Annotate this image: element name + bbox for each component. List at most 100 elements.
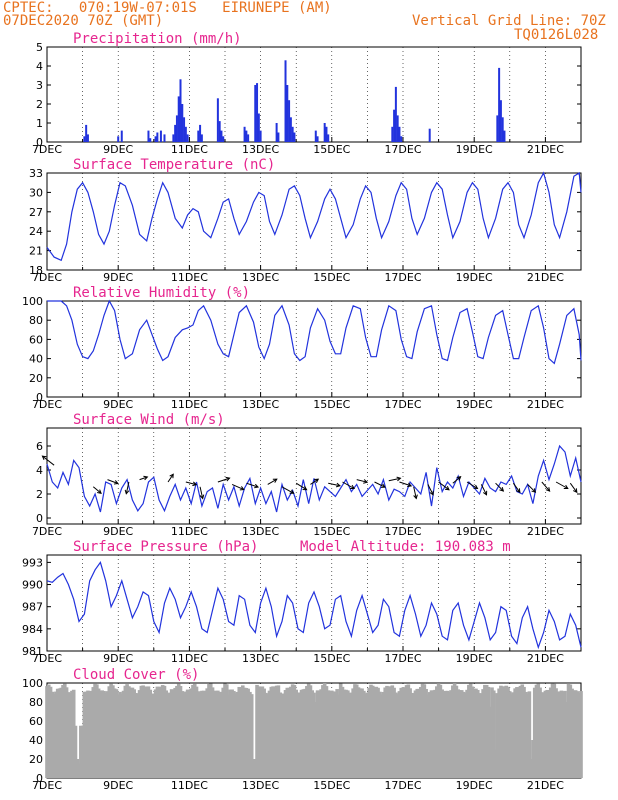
precip-bar	[181, 104, 184, 142]
precip-bar	[256, 83, 259, 142]
x-tick-label: 17DEC	[384, 398, 421, 411]
precip-bar	[291, 126, 294, 142]
x-tick-label: 15DEC	[313, 271, 350, 284]
y-tick-label: 100	[22, 295, 43, 308]
precip-bar	[254, 85, 257, 142]
wind-arrow-head	[113, 480, 119, 485]
y-tick-label: 80	[29, 696, 43, 709]
x-tick-label: 9DEC	[103, 525, 133, 538]
x-tick-label: 7DEC	[32, 143, 62, 156]
y-tick-label: 30	[29, 186, 43, 199]
precip-bar	[245, 130, 248, 142]
precip-bar	[154, 136, 157, 142]
y-tick-label: 2	[36, 98, 43, 111]
precip-bar	[289, 117, 292, 142]
precip-bar	[288, 100, 291, 142]
wind-arrow	[167, 473, 174, 483]
precip-bar	[156, 132, 159, 142]
cloud-bar	[491, 690, 496, 778]
panel-annotation: Model Altitude: 190.083 m	[300, 539, 511, 555]
x-tick-label: 19DEC	[456, 143, 493, 156]
wind-arrow	[541, 481, 551, 492]
precip-bar	[174, 124, 177, 142]
wind-arrow-head	[473, 484, 479, 490]
precip-bar	[286, 85, 289, 142]
x-tick-label: 19DEC	[456, 525, 493, 538]
precip-bar	[83, 136, 86, 142]
precip-bar	[316, 136, 319, 142]
wind-arrow	[555, 481, 569, 489]
x-tick-label: 13DEC	[242, 143, 279, 156]
wind-arrow-head	[429, 490, 434, 496]
y-tick-label: 100	[22, 677, 43, 690]
wind-arrow-head	[289, 489, 295, 494]
wind-arrow-head	[314, 478, 320, 483]
panel-title-precip: Precipitation (mm/h)	[73, 31, 242, 47]
precip-bar	[149, 138, 152, 142]
y-tick-label: 60	[29, 715, 43, 728]
y-tick-label: 4	[36, 464, 43, 477]
wind-arrow-head	[456, 476, 462, 481]
precip-bar	[259, 130, 262, 142]
precip-bar	[393, 109, 396, 142]
x-tick-label: 7DEC	[32, 652, 62, 665]
x-tick-label: 13DEC	[242, 271, 279, 284]
y-tick-label: 987	[22, 601, 43, 614]
x-tick-label: 11DEC	[171, 652, 208, 665]
wind-arrow-head	[545, 487, 551, 492]
series-line-pressure	[46, 561, 582, 650]
precip-bar	[394, 86, 397, 142]
wind-arrow-head	[444, 485, 450, 491]
precip-bar	[220, 130, 223, 142]
wind-arrow	[125, 481, 130, 494]
wind-arrow-head	[335, 482, 341, 488]
x-tick-label: 17DEC	[384, 779, 421, 792]
x-tick-label: 7DEC	[32, 398, 62, 411]
panel-frame-wind	[46, 427, 582, 525]
wind-arrow	[569, 482, 578, 493]
header-grid-note: Vertical Grid Line: 70Z	[412, 13, 606, 29]
wind-arrow-head	[225, 476, 231, 482]
wind-arrow-head	[531, 488, 537, 493]
x-tick-label: 13DEC	[242, 525, 279, 538]
cloud-bar	[249, 694, 254, 778]
series-line-rh	[47, 299, 582, 365]
panel-title-cloud: Cloud Cover (%)	[73, 667, 199, 683]
precip-bar	[179, 79, 182, 142]
wind-arrow	[281, 486, 294, 494]
precip-bar	[147, 130, 150, 142]
wind-arrow-head	[482, 490, 488, 496]
y-tick-label: 993	[22, 556, 43, 569]
wind-arrow-head	[124, 489, 130, 495]
cloud-bar	[73, 725, 78, 778]
x-tick-label: 21DEC	[527, 525, 564, 538]
precip-bar	[186, 134, 189, 142]
wind-arrow	[42, 455, 55, 466]
y-tick-label: 0	[36, 772, 43, 785]
panel-frame-precip	[46, 46, 582, 143]
wind-arrow	[388, 477, 401, 482]
precip-bar	[428, 128, 431, 142]
precip-bar	[499, 100, 502, 142]
x-tick-label: 17DEC	[384, 143, 421, 156]
wind-arrow	[452, 476, 461, 484]
y-tick-label: 5	[36, 41, 43, 54]
wind-arrow	[267, 478, 278, 485]
panel-frame-temp	[46, 172, 582, 271]
panel-title-wind: Surface Wind (m/s)	[73, 412, 225, 428]
precip-bar	[117, 136, 120, 142]
wind-arrow	[107, 479, 119, 484]
x-tick-label: 7DEC	[32, 779, 62, 792]
panel-title-rh: Relative Humidity (%)	[73, 285, 250, 301]
precip-bar	[275, 123, 278, 142]
header-code: TQ0126L028	[514, 27, 599, 43]
wind-arrow	[413, 486, 417, 499]
y-tick-label: 6	[36, 440, 43, 453]
precip-bar	[325, 126, 328, 142]
x-tick-label: 15DEC	[313, 143, 350, 156]
x-tick-label: 19DEC	[456, 398, 493, 411]
y-tick-label: 24	[29, 225, 43, 238]
wind-arrow	[310, 478, 319, 485]
wind-arrow	[231, 483, 245, 491]
